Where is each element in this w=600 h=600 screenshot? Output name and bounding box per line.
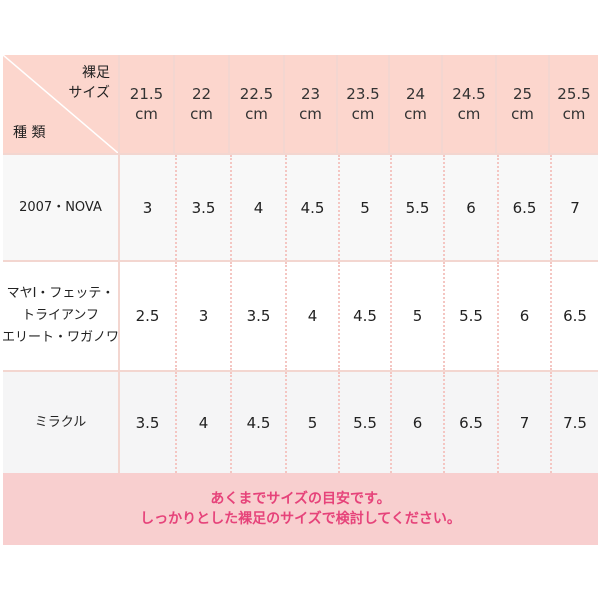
size-unit: cm <box>245 105 268 123</box>
size-number: 24.5 <box>452 85 486 103</box>
size-header: 25 cm <box>497 55 548 153</box>
size-number: 22.5 <box>239 85 274 103</box>
value-cell: 3 <box>120 155 175 260</box>
value-cell: 6.5 <box>443 372 497 473</box>
size-number: 23.5 <box>346 85 380 103</box>
footer-line: あくまでサイズの目安です。 <box>210 491 391 507</box>
value-cell: 6 <box>497 262 550 370</box>
value-cell: 5 <box>390 262 443 370</box>
size-number: 21.5 <box>129 85 164 103</box>
size-header: 24 cm <box>390 55 441 153</box>
size-unit: cm <box>351 105 375 123</box>
value-cell: 4 <box>230 155 285 260</box>
size-unit: cm <box>299 105 322 123</box>
footer-note: あくまでサイズの目安です。 しっかりとした裸足のサイズで検討してください。 <box>3 473 598 545</box>
value-cell: 5.5 <box>443 262 497 370</box>
size-header: 21.5 cm <box>120 55 173 153</box>
row-label-line: エリート・ワガノワ <box>2 330 120 345</box>
value-cell: 4 <box>175 372 230 473</box>
value-cell: 6 <box>390 372 443 473</box>
row-label-line: ミラクル <box>34 414 87 430</box>
row-label-line: マヤI・フェッテ・ <box>6 286 115 301</box>
size-header: 22 cm <box>175 55 228 153</box>
size-header: 23 cm <box>285 55 336 153</box>
row-label: マヤI・フェッテ・ トライアンフエリート・ワガノワ <box>2 262 120 370</box>
size-number: 24 <box>405 85 426 103</box>
value-cell: 6 <box>443 155 497 260</box>
value-cell: 4.5 <box>338 262 390 370</box>
size-header: 23.5 cm <box>338 55 388 153</box>
row-label-line: 2007・NOVA <box>19 199 102 215</box>
size-unit: cm <box>511 105 534 123</box>
size-chart-table: 裸足 サイズ 種 類 21.5 cm 22 cm 22.5 cm 23 cm 23.5 cm 24 c… <box>2 55 598 545</box>
value-cell: 4 <box>285 262 338 370</box>
corner-top-line: 裸足 <box>82 65 110 81</box>
value-cell: 4.5 <box>285 155 338 260</box>
size-unit: cm <box>404 105 427 123</box>
value-cell: 5 <box>285 372 338 473</box>
size-number: 23 <box>300 85 321 103</box>
footer-line: しっかりとした裸足のサイズで検討してください。 <box>140 511 461 527</box>
value-cell: 7.5 <box>550 372 598 473</box>
corner-header: 裸足 サイズ 種 類 <box>3 55 118 153</box>
size-number: 25.5 <box>557 85 591 103</box>
value-cell: 6.5 <box>550 262 598 370</box>
corner-top-line: サイズ <box>68 85 110 101</box>
value-cell: 5 <box>338 155 390 260</box>
row-label: ミラクル <box>3 372 118 473</box>
value-cell: 7 <box>550 155 598 260</box>
size-header: 25.5 cm <box>550 55 598 153</box>
value-cell: 6.5 <box>497 155 550 260</box>
value-cell: 5.5 <box>338 372 390 473</box>
row-label-line: トライアンフ <box>21 308 100 323</box>
barefoot-size-label: 裸足 サイズ <box>68 63 110 103</box>
value-cell: 4.5 <box>230 372 285 473</box>
size-unit: cm <box>135 105 158 123</box>
size-header: 22.5 cm <box>230 55 283 153</box>
size-unit: cm <box>190 105 213 123</box>
value-cell: 3.5 <box>120 372 175 473</box>
type-label: 種 類 <box>13 125 46 141</box>
value-cell: 2.5 <box>120 262 175 370</box>
size-header: 24.5 cm <box>443 55 495 153</box>
value-cell: 3 <box>175 262 230 370</box>
size-number: 25 <box>512 85 533 103</box>
value-cell: 7 <box>497 372 550 473</box>
size-unit: cm <box>457 105 481 123</box>
size-unit: cm <box>562 105 586 123</box>
value-cell: 3.5 <box>230 262 285 370</box>
row-label: 2007・NOVA <box>3 155 118 260</box>
value-cell: 5.5 <box>390 155 443 260</box>
size-number: 22 <box>191 85 212 103</box>
diagonal-divider <box>3 55 118 153</box>
value-cell: 3.5 <box>175 155 230 260</box>
